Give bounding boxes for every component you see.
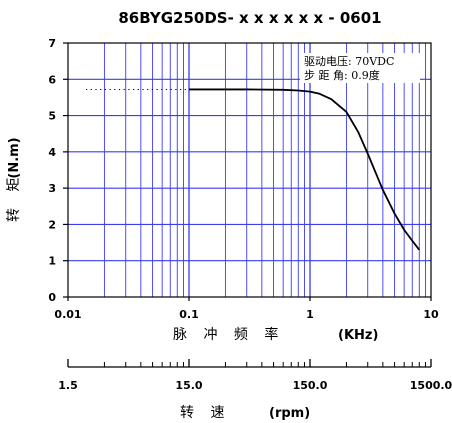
speed-axis-lines — [68, 359, 431, 367]
y-tick-labels: 0 1 2 3 4 5 6 7 — [48, 37, 68, 304]
annotation-step-angle: 步 距 角: 0.9度 — [304, 68, 380, 82]
y-tick-label: 7 — [48, 37, 56, 50]
x-tick-label: 10 — [423, 308, 439, 321]
chart-title: 86BYG250DS- x x x x x x - 0601 — [118, 9, 381, 27]
speed-axis: 1.5 15.0 150.0 1500.0 转 速 (rpm) — [58, 359, 452, 421]
x-tick-label: 1 — [306, 308, 314, 321]
speed-tick-label: 150.0 — [293, 379, 328, 392]
x-axis-title-group: 脉 冲 频 率 (KHz) — [173, 326, 378, 343]
y-tick-label: 5 — [48, 110, 56, 123]
y-axis-unit: (N.m) — [7, 137, 22, 178]
speed-tick-labels: 1.5 15.0 150.0 1500.0 — [58, 379, 452, 392]
y-tick-label: 4 — [48, 146, 56, 159]
x-tick-label: 0.01 — [54, 308, 81, 321]
speed-tick-label: 1.5 — [58, 379, 78, 392]
y-tick-label: 0 — [48, 291, 56, 304]
speed-tick-label: 1500.0 — [410, 379, 452, 392]
x-tick-label: 0.1 — [179, 308, 199, 321]
speed-axis-unit: (rpm) — [269, 406, 310, 421]
annotation-box: 驱动电压: 70VDC 步 距 角: 0.9度 — [300, 53, 420, 83]
speed-tick-label: 15.0 — [175, 379, 202, 392]
y-axis-title-group: 转 矩 (N.m) — [6, 137, 22, 222]
x-axis-unit: (KHz) — [338, 328, 378, 343]
y-tick-label: 3 — [48, 182, 56, 195]
y-tick-label: 1 — [48, 255, 56, 268]
speed-axis-label: 转 速 — [180, 405, 230, 421]
x-tick-labels: 0.01 0.1 1 10 — [54, 297, 439, 321]
annotation-drive-voltage: 驱动电压: 70VDC — [304, 55, 394, 68]
x-axis-label: 脉 冲 频 率 — [173, 326, 284, 343]
y-tick-label: 2 — [48, 218, 56, 231]
y-tick-label: 6 — [48, 73, 56, 86]
